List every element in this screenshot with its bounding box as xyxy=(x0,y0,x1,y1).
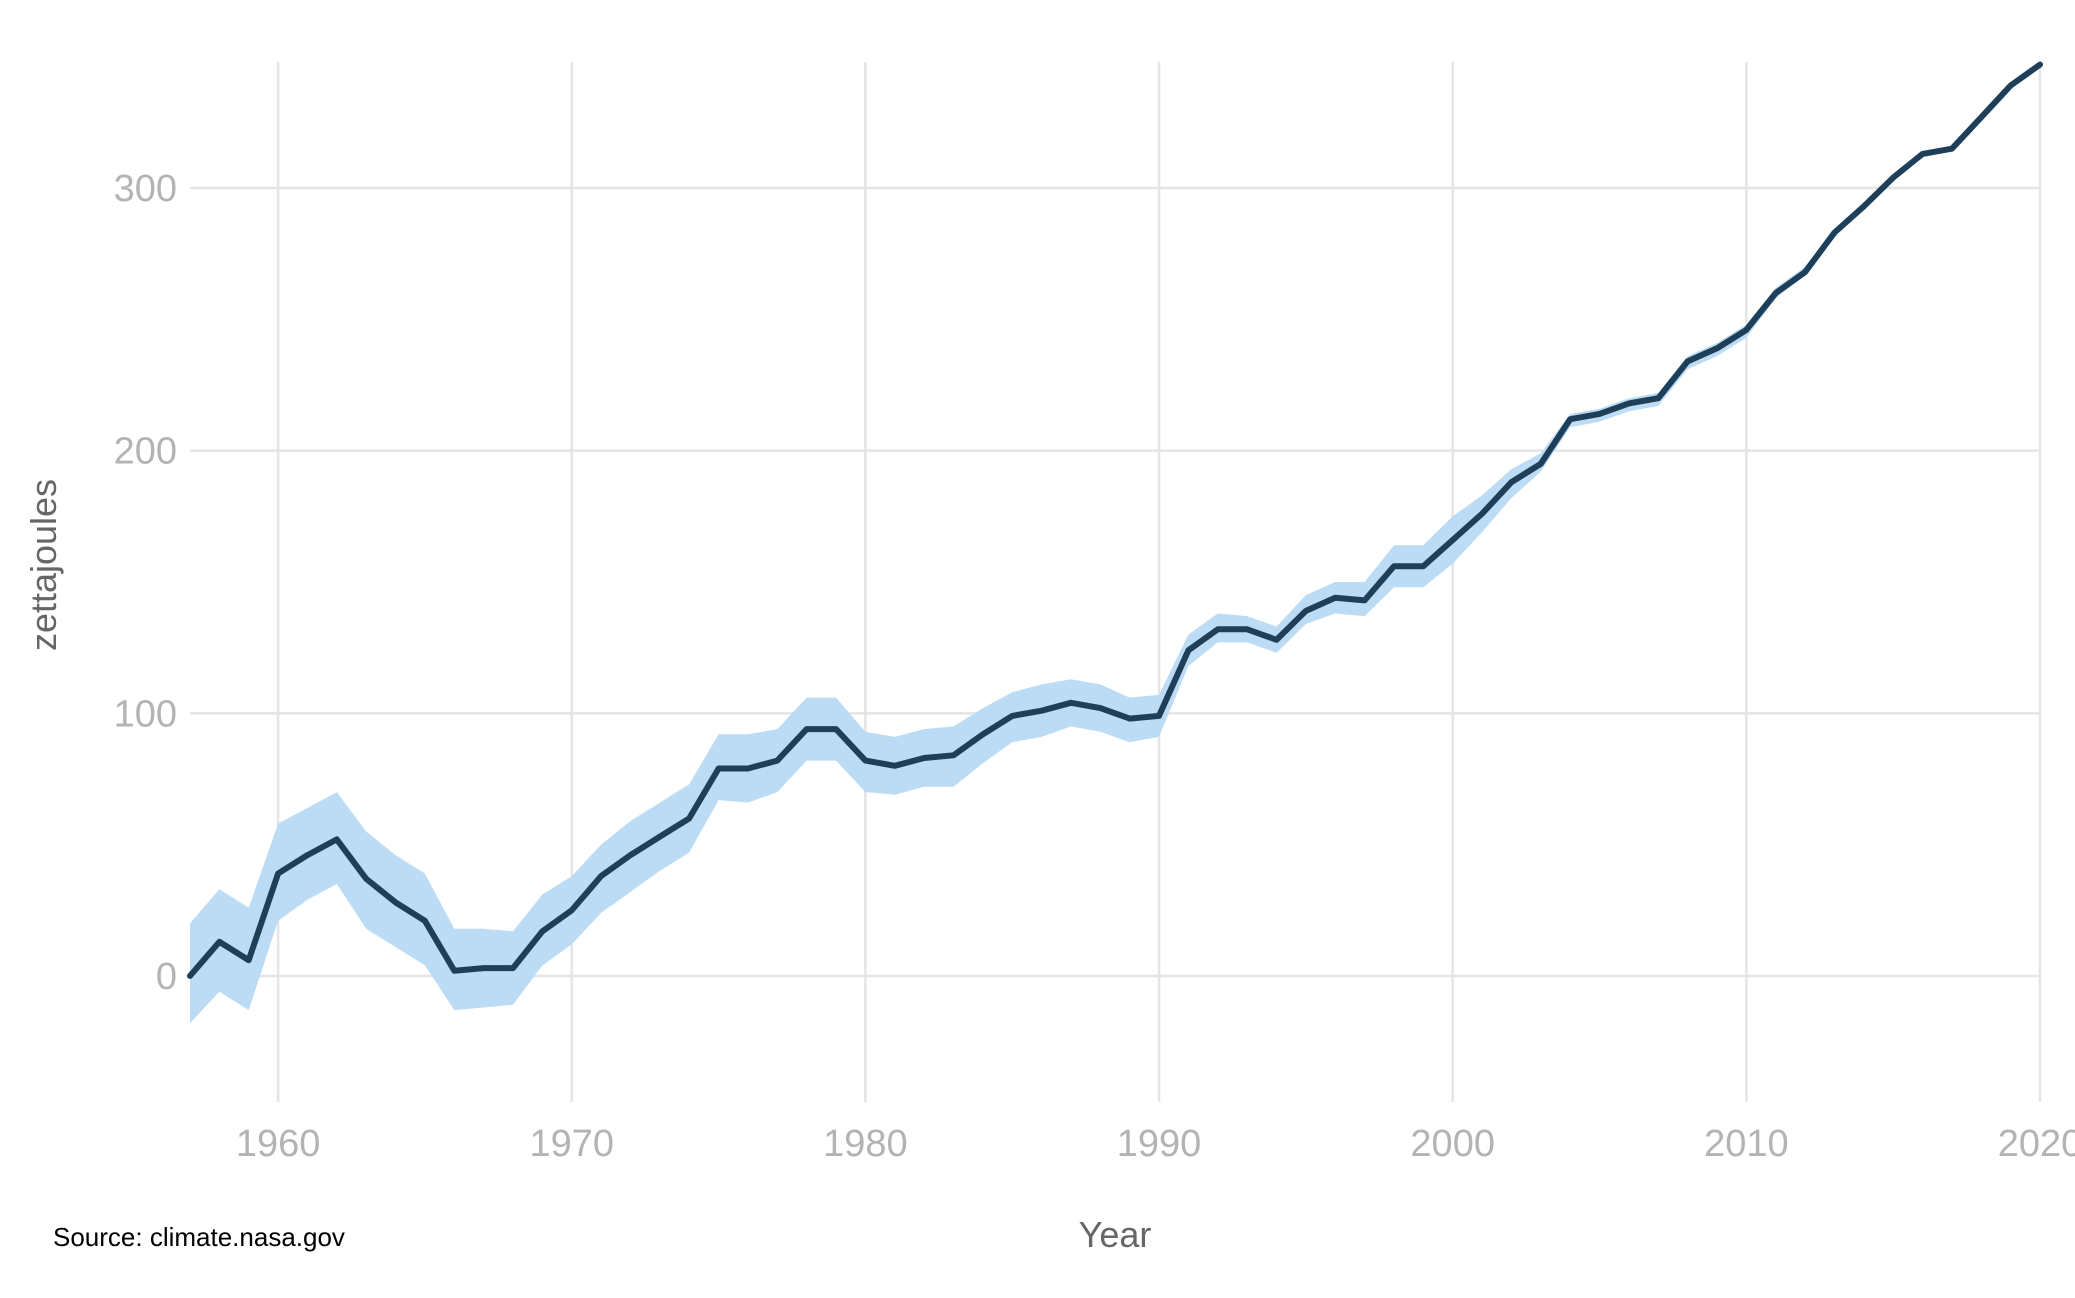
x-tick-label: 1970 xyxy=(529,1123,614,1165)
tick-labels: 1960 1970 1980 1990 2000 2010 2020 0 100 200 300 xyxy=(114,168,2075,1165)
y-tick-label: 100 xyxy=(114,693,177,735)
x-tick-label: 1960 xyxy=(236,1123,321,1165)
x-tick-label: 1980 xyxy=(823,1123,908,1165)
y-tick-label: 0 xyxy=(156,956,177,998)
source-note: Source: climate.nasa.gov xyxy=(53,1222,345,1252)
y-tick-label: 200 xyxy=(114,431,177,473)
x-tick-label: 2000 xyxy=(1410,1123,1495,1165)
x-tick-label: 1990 xyxy=(1117,1123,1202,1165)
uncertainty-band xyxy=(190,62,2040,1024)
y-tick-label: 300 xyxy=(114,168,177,210)
data-line xyxy=(187,61,2043,979)
x-tick-label: 2020 xyxy=(1998,1123,2075,1165)
confidence-band xyxy=(190,62,2040,1024)
x-axis-title: Year xyxy=(1079,1214,1152,1255)
y-axis-title: zettajoules xyxy=(23,479,64,651)
x-tick-label: 2010 xyxy=(1704,1123,1789,1165)
series-line xyxy=(187,61,2043,979)
